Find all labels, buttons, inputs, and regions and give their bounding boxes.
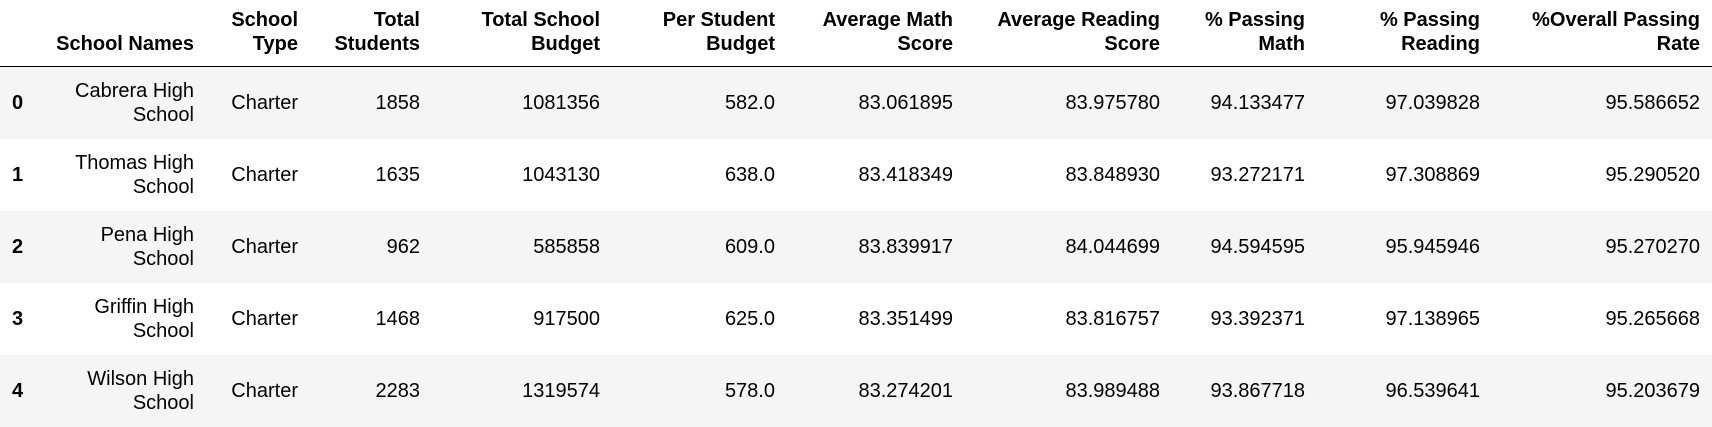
cell-school-name: Griffin High School: [40, 283, 206, 355]
cell-per-student-budget: 625.0: [724, 307, 775, 330]
school-name-text: Cabrera High School: [75, 79, 194, 126]
cell-school-type: Charter: [231, 163, 298, 186]
header-per-student-budget: Per Student Budget: [612, 6, 787, 67]
table-row: 3 Griffin High School Charter 1468 91750…: [0, 282, 1712, 355]
cell-total-school-budget: 1043130: [522, 163, 600, 186]
cell-pct-overall-passing-rate: 95.265668: [1605, 307, 1700, 330]
header-pct-passing-reading: % Passing Reading: [1317, 6, 1492, 67]
table-row: 4 Wilson High School Charter 2283 131957…: [0, 354, 1712, 427]
cell-pct-passing-math: 93.392371: [1210, 307, 1305, 330]
cell-pct-passing-reading: 97.138965: [1385, 307, 1480, 330]
school-name-text: Thomas High School: [75, 151, 194, 198]
header-school-type: School Type: [206, 6, 310, 67]
header-school-names: School Names: [40, 6, 206, 67]
school-name-text: Wilson High School: [87, 367, 194, 414]
table-header: School Names School Type Total Students …: [0, 6, 1712, 67]
header-index: [0, 6, 40, 67]
table-row: 2 Pena High School Charter 962 585858 60…: [0, 210, 1712, 283]
row-index: 0: [12, 91, 24, 114]
header-average-reading-score: Average Reading Score: [965, 6, 1172, 67]
school-summary-table: School Names School Type Total Students …: [0, 6, 1712, 427]
table-body: 0 Cabrera High School Charter 1858 10813…: [0, 66, 1712, 427]
cell-average-math-score: 83.839917: [858, 235, 953, 258]
cell-total-school-budget: 585858: [533, 235, 600, 258]
cell-per-student-budget: 638.0: [724, 163, 775, 186]
cell-total-students: 962: [386, 235, 420, 258]
cell-pct-passing-reading: 96.539641: [1385, 379, 1480, 402]
cell-pct-overall-passing-rate: 95.270270: [1605, 235, 1700, 258]
cell-pct-overall-passing-rate: 95.290520: [1605, 163, 1700, 186]
cell-school-type: Charter: [231, 379, 298, 402]
cell-average-math-score: 83.418349: [858, 163, 953, 186]
cell-average-math-score: 83.351499: [858, 307, 953, 330]
cell-total-students: 1468: [375, 307, 421, 330]
cell-pct-passing-reading: 97.039828: [1385, 91, 1480, 114]
cell-average-reading-score: 84.044699: [1065, 235, 1160, 258]
row-index: 2: [12, 235, 24, 258]
cell-school-type: Charter: [231, 91, 298, 114]
header-row: School Names School Type Total Students …: [0, 6, 1712, 67]
cell-school-name: Pena High School: [40, 211, 206, 283]
cell-per-student-budget: 578.0: [724, 379, 775, 402]
header-pct-passing-math: % Passing Math: [1172, 6, 1317, 67]
cell-total-students: 1858: [375, 91, 421, 114]
table-row: 0 Cabrera High School Charter 1858 10813…: [0, 66, 1712, 139]
cell-average-reading-score: 83.975780: [1065, 91, 1160, 114]
row-index: 3: [12, 307, 24, 330]
cell-pct-passing-math: 94.133477: [1210, 91, 1305, 114]
cell-average-reading-score: 83.848930: [1065, 163, 1160, 186]
cell-average-math-score: 83.274201: [858, 379, 953, 402]
cell-average-reading-score: 83.816757: [1065, 307, 1160, 330]
cell-total-school-budget: 917500: [533, 307, 600, 330]
row-index: 4: [12, 379, 24, 402]
cell-school-name: Cabrera High School: [40, 67, 206, 139]
school-name-text: Pena High School: [100, 223, 194, 270]
header-average-math-score: Average Math Score: [787, 6, 965, 67]
table-row: 1 Thomas High School Charter 1635 104313…: [0, 138, 1712, 211]
cell-per-student-budget: 582.0: [724, 91, 775, 114]
cell-pct-passing-math: 93.272171: [1210, 163, 1305, 186]
school-name-text: Griffin High School: [94, 295, 194, 342]
cell-school-name: Thomas High School: [40, 139, 206, 211]
cell-average-math-score: 83.061895: [858, 91, 953, 114]
cell-total-students: 2283: [375, 379, 421, 402]
cell-school-name: Wilson High School: [40, 355, 206, 427]
cell-school-type: Charter: [231, 235, 298, 258]
cell-total-school-budget: 1319574: [522, 379, 600, 402]
cell-per-student-budget: 609.0: [724, 235, 775, 258]
cell-pct-passing-math: 94.594595: [1210, 235, 1305, 258]
cell-school-type: Charter: [231, 307, 298, 330]
row-index: 1: [12, 163, 24, 186]
cell-pct-passing-math: 93.867718: [1210, 379, 1305, 402]
cell-pct-overall-passing-rate: 95.203679: [1605, 379, 1700, 402]
cell-average-reading-score: 83.989488: [1065, 379, 1160, 402]
header-total-school-budget: Total School Budget: [432, 6, 612, 67]
cell-pct-passing-reading: 97.308869: [1385, 163, 1480, 186]
cell-total-students: 1635: [375, 163, 421, 186]
cell-pct-overall-passing-rate: 95.586652: [1605, 91, 1700, 114]
cell-pct-passing-reading: 95.945946: [1385, 235, 1480, 258]
header-total-students: Total Students: [310, 6, 432, 67]
cell-total-school-budget: 1081356: [522, 91, 600, 114]
header-pct-overall-passing-rate: %Overall Passing Rate: [1492, 6, 1712, 67]
